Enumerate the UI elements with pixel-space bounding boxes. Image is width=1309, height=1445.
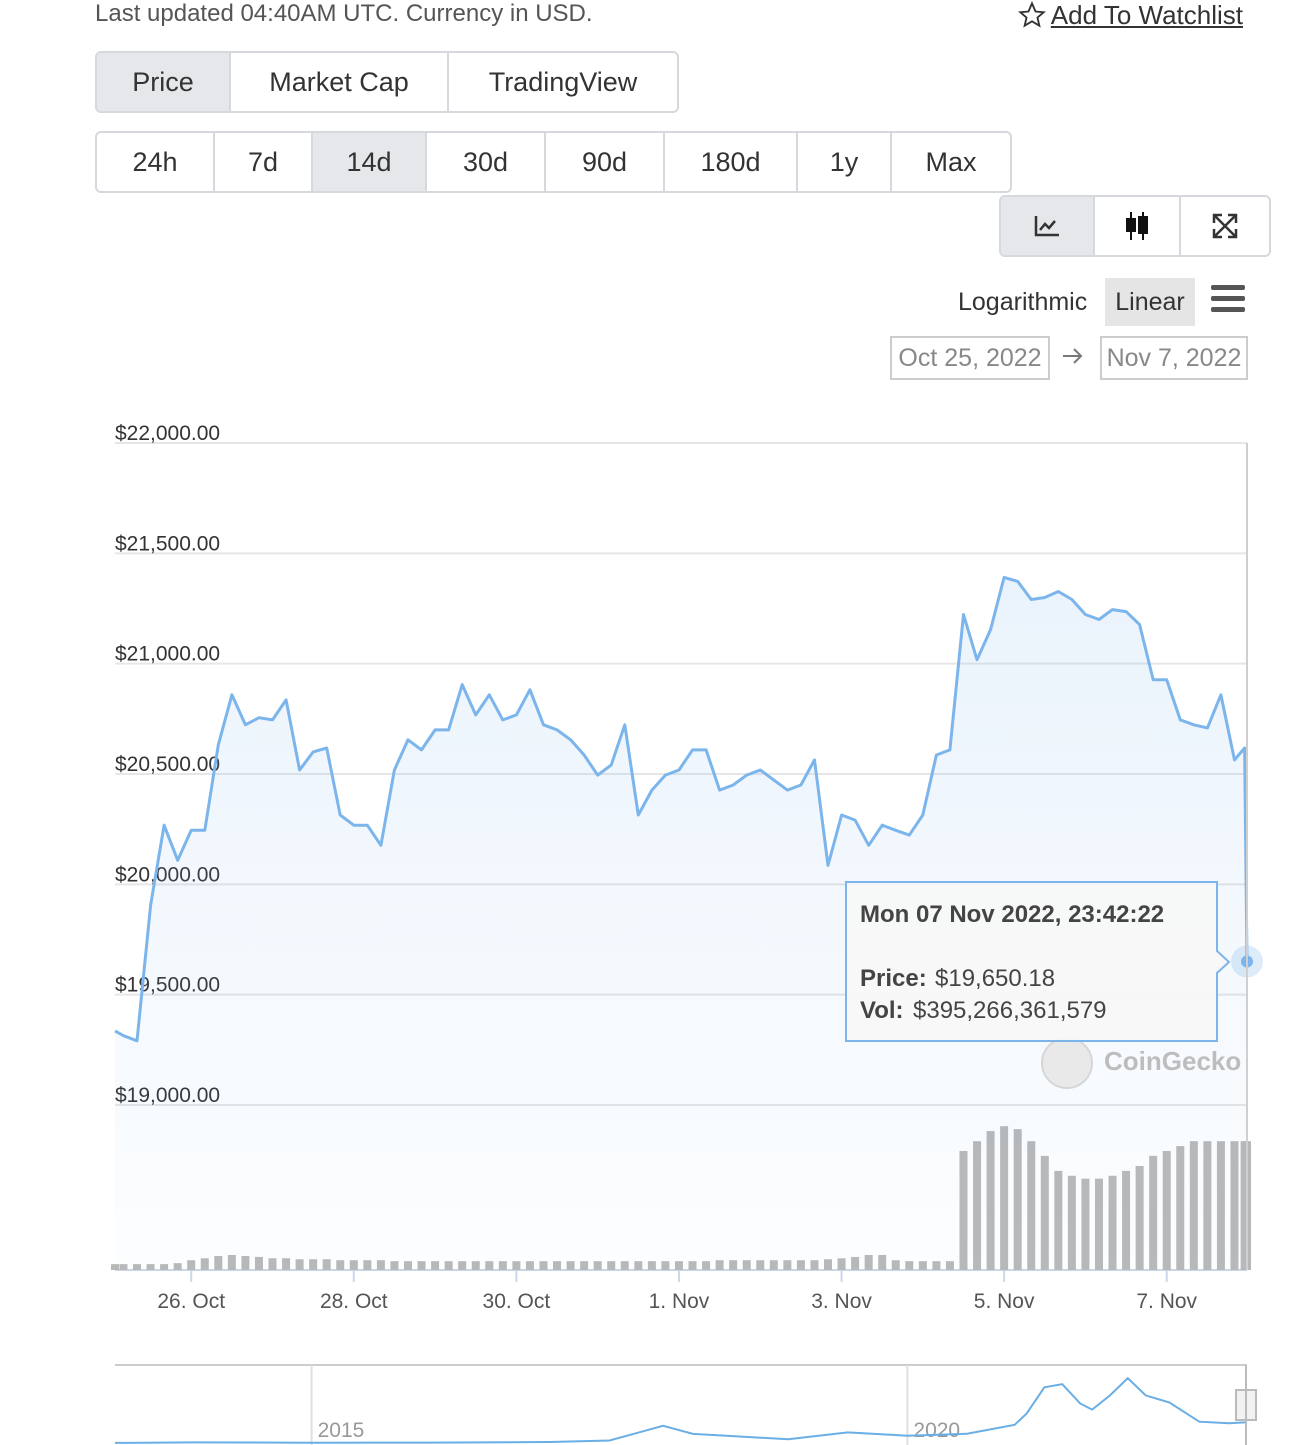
expand-icon xyxy=(1212,213,1238,239)
view-tabs: Price Market Cap TradingView xyxy=(95,51,679,113)
tooltip-price-key: Price: xyxy=(860,965,927,992)
range-tab[interactable]: 90d xyxy=(546,133,665,191)
last-updated: Last updated 04:40AM UTC. Currency in US… xyxy=(95,0,593,27)
x-tick-label: 5. Nov xyxy=(974,1290,1035,1313)
watermark-logo xyxy=(1041,1037,1093,1089)
x-tick-label: 30. Oct xyxy=(483,1290,551,1313)
scale-option[interactable]: Logarithmic xyxy=(958,287,1088,316)
chart-style-tabs xyxy=(999,195,1271,257)
tooltip-vol: $395,266,361,579 xyxy=(913,997,1107,1024)
view-tab[interactable]: Market Cap xyxy=(231,53,449,111)
range-tab[interactable]: 14d xyxy=(313,133,427,191)
range-tab[interactable]: 7d xyxy=(215,133,313,191)
y-tick-label: $22,000.00 xyxy=(115,422,220,445)
range-tab[interactable]: 180d xyxy=(665,133,798,191)
line-icon xyxy=(1034,216,1059,237)
watchlist-link[interactable]: Add To Watchlist xyxy=(1017,0,1243,30)
watchlist-text: Add To Watchlist xyxy=(1050,0,1243,30)
tooltip-price: $19,650.18 xyxy=(935,965,1055,992)
range-tabs: 24h 7d 14d 30d 90d 180d 1y Max xyxy=(95,131,1012,193)
star-icon xyxy=(1017,1,1046,28)
watermark-text: CoinGecko xyxy=(1104,1046,1241,1076)
range-tab[interactable]: 1y xyxy=(798,133,892,191)
line-chart-button[interactable] xyxy=(1001,197,1095,255)
view-tab[interactable]: Price xyxy=(97,53,231,111)
fullscreen-button[interactable] xyxy=(1181,197,1269,255)
navigator-label: 2020 xyxy=(913,1419,960,1442)
date-to[interactable]: Nov 7, 2022 xyxy=(1100,336,1248,380)
navigator-line xyxy=(114,1376,1248,1444)
price-line xyxy=(114,575,1249,1043)
x-tick-label: 7. Nov xyxy=(1136,1290,1197,1313)
range-tab[interactable]: 24h xyxy=(97,133,215,191)
range-tab[interactable]: 30d xyxy=(427,133,546,191)
candle-chart-button[interactable] xyxy=(1095,197,1181,255)
x-tick-label: 28. Oct xyxy=(320,1290,388,1313)
tooltip-vol-key: Vol: xyxy=(860,997,904,1024)
arrow-icon xyxy=(1063,348,1083,364)
x-tick-label: 3. Nov xyxy=(811,1290,872,1313)
scale-option[interactable]: Linear xyxy=(1105,278,1195,326)
x-tick-label: 1. Nov xyxy=(649,1290,710,1313)
navigator-label: 2015 xyxy=(318,1419,365,1442)
range-tab[interactable]: Max xyxy=(925,146,977,177)
y-tick-label: $21,500.00 xyxy=(115,532,220,555)
tooltip-box xyxy=(845,881,1231,1042)
watermark: CoinGecko xyxy=(1041,1037,1241,1089)
scale-toggle: Logarithmic Linear xyxy=(948,278,1203,326)
menu-icon[interactable] xyxy=(1211,285,1247,313)
price-area xyxy=(115,577,1247,1270)
tooltip-time: Mon 07 Nov 2022, 23:42:22 xyxy=(860,901,1164,928)
x-tick-label: 26. Oct xyxy=(157,1290,225,1313)
view-tab[interactable]: TradingView xyxy=(488,66,638,97)
y-tick-label: $21,000.00 xyxy=(115,643,220,666)
candle-icon xyxy=(1126,212,1148,240)
date-from[interactable]: Oct 25, 2022 xyxy=(890,336,1050,380)
y-tick-label: $20,500.00 xyxy=(115,753,220,776)
